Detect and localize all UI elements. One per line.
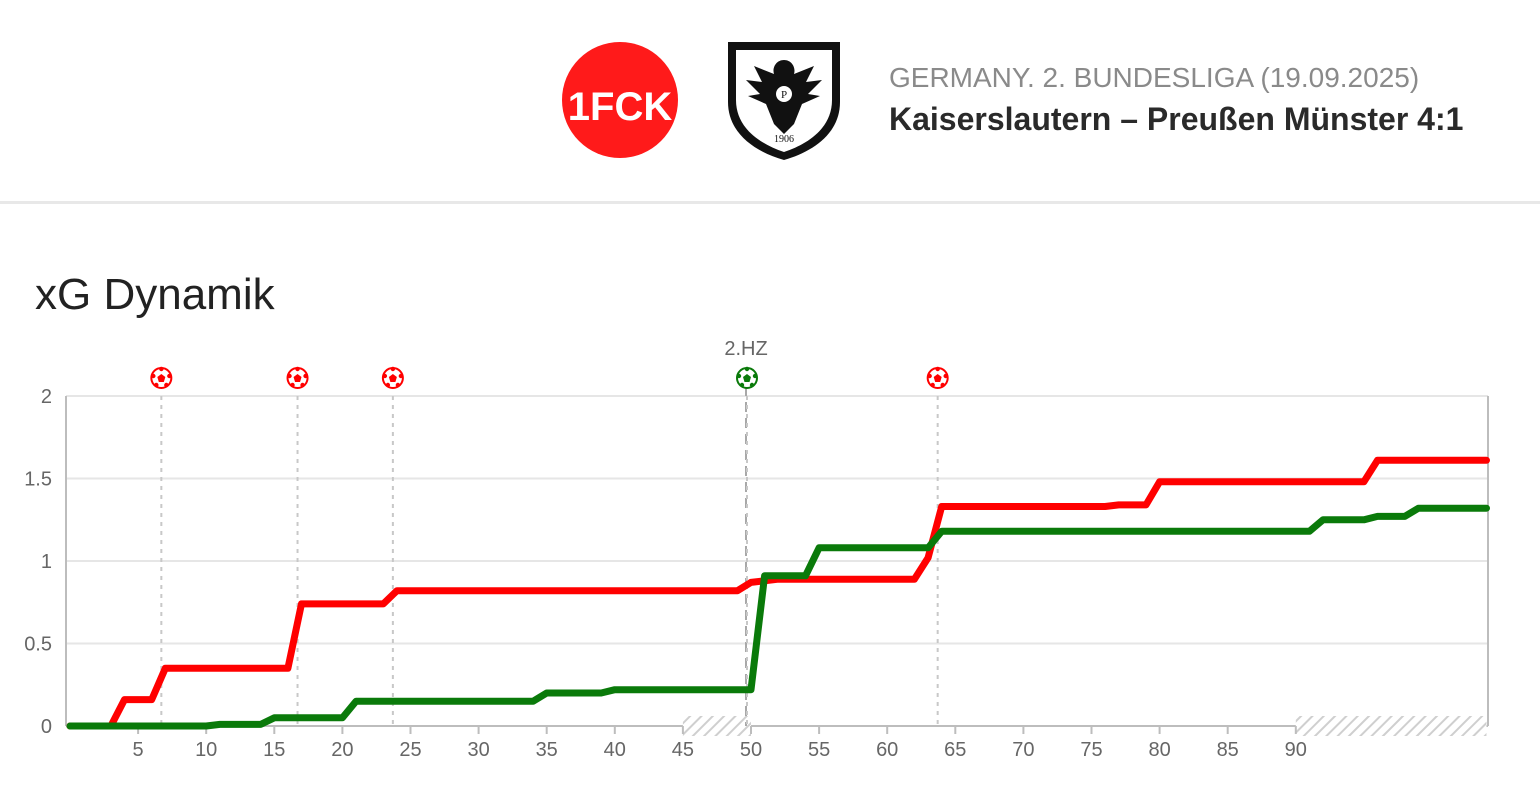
xg-chart: 00.511.525 10 15 20 25 30 35 40 45 50 55 60 65 70 75 80…	[24, 338, 1490, 761]
ball-patch	[739, 382, 745, 388]
stoppage-time-block	[682, 716, 751, 736]
goal-ball-icon	[381, 366, 404, 389]
ball-patch	[398, 373, 404, 379]
x-tick-label: 50	[740, 739, 762, 761]
y-tick-label: 0	[41, 716, 52, 738]
x-tick-label: 20	[331, 739, 353, 761]
x-tick-label: 65	[944, 739, 966, 761]
x-tick-label: 70	[1012, 739, 1034, 761]
x-tick-label: 60	[876, 739, 898, 761]
goal-ball-icon	[150, 366, 173, 389]
crest-letter: P	[781, 89, 787, 101]
x-tick-label: 35	[536, 739, 558, 761]
fck-crest-icon: 1FCK	[562, 42, 678, 158]
match-header: 1FCK P 1906 GERMANY. 2. BUNDESLIGA (19.0…	[0, 0, 1540, 204]
goal-ball-icon	[926, 366, 949, 389]
ball-patch	[940, 382, 945, 388]
ball-patch	[749, 382, 755, 388]
ball-patch	[167, 373, 172, 379]
x-tick-label: 40	[604, 739, 626, 761]
match-title: Kaiserslautern – Preußen Münster 4:1	[889, 101, 1464, 137]
ball-patch	[151, 373, 156, 379]
half-time-label: 2.HZ	[724, 338, 767, 360]
ball-patch	[303, 373, 308, 379]
ball-patch	[736, 373, 742, 379]
x-tick-label: 55	[808, 739, 830, 761]
ball-patch	[943, 373, 948, 379]
x-tick-label: 90	[1285, 739, 1307, 761]
x-tick-label: 80	[1148, 739, 1170, 761]
x-tick-label: 25	[399, 739, 421, 761]
ball-patch	[157, 374, 166, 382]
x-tick-label: 45	[672, 739, 694, 761]
ball-patch	[300, 382, 305, 388]
ball-patch	[752, 373, 758, 379]
y-tick-label: 1.5	[24, 469, 52, 491]
ball-patch	[164, 382, 169, 388]
ball-patch	[935, 366, 940, 372]
x-tick-label: 30	[467, 739, 489, 761]
y-tick-label: 2	[41, 386, 52, 408]
xg-line-away	[66, 504, 1490, 730]
y-tick-label: 1	[41, 551, 52, 573]
x-tick-label: 15	[263, 739, 285, 761]
ball-patch	[385, 382, 391, 388]
ball-patch	[293, 374, 302, 382]
fck-crest-text: 1FCK	[568, 85, 673, 129]
eagle-crest-icon: P 1906	[728, 42, 840, 160]
ball-patch	[382, 373, 388, 379]
ball-patch	[743, 374, 751, 382]
ball-patch	[930, 382, 935, 388]
section-title: xG Dynamik	[35, 270, 275, 319]
ball-patch	[287, 373, 292, 379]
xg-line-home	[66, 456, 1490, 730]
ball-patch	[390, 366, 396, 372]
ball-patch	[395, 382, 401, 388]
x-tick-label: 10	[195, 739, 217, 761]
goal-ball-icon	[286, 366, 309, 389]
ball-patch	[388, 374, 397, 382]
y-tick-label: 0.5	[24, 634, 52, 656]
ball-patch	[744, 366, 750, 372]
ball-patch	[295, 366, 300, 372]
stoppage-time-block	[1295, 716, 1487, 736]
ball-patch	[159, 366, 164, 372]
ball-patch	[154, 382, 159, 388]
ball-patch	[290, 382, 295, 388]
goal-ball-icon	[736, 366, 758, 389]
x-tick-label: 75	[1080, 739, 1102, 761]
x-tick-label: 5	[133, 739, 144, 761]
ball-patch	[933, 374, 942, 382]
x-tick-label: 85	[1217, 739, 1239, 761]
ball-patch	[927, 373, 932, 379]
competition-label: GERMANY. 2. BUNDESLIGA (19.09.2025)	[889, 62, 1420, 93]
crest-year: 1906	[774, 134, 794, 145]
